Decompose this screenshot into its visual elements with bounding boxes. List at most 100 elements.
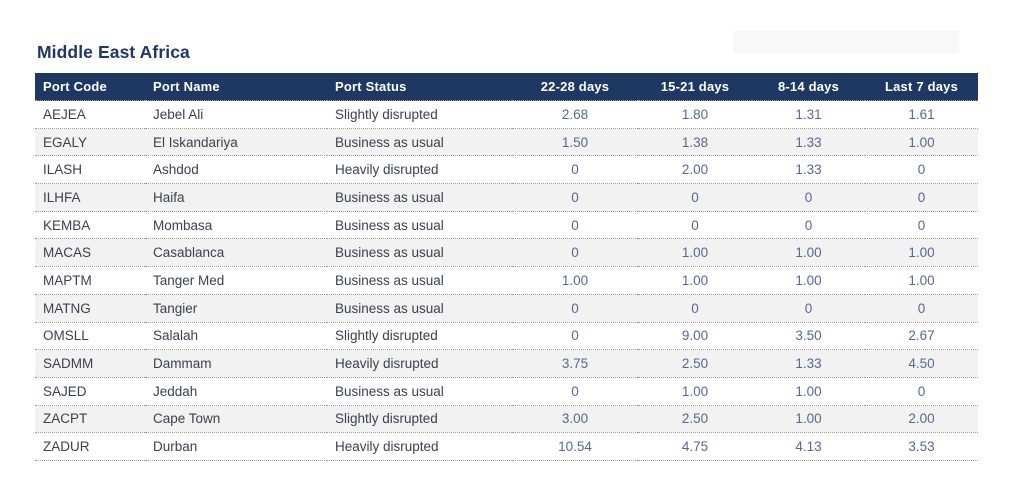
cell-22-28-days: 0 — [512, 322, 638, 351]
cell-last-7-days: 3.53 — [865, 432, 978, 461]
cell-8-14-days: 1.00 — [752, 405, 865, 434]
cell-last-7-days: 1.61 — [865, 100, 978, 129]
cell-port-code: ZACPT — [35, 405, 145, 434]
column-header-15-21-days[interactable]: 15-21 days — [638, 73, 752, 101]
cell-port-status: Business as usual — [327, 294, 512, 323]
table-row[interactable]: ZACPT Cape Town Slightly disrupted 3.00 … — [35, 405, 978, 434]
cell-8-14-days: 1.33 — [752, 128, 865, 157]
cell-15-21-days: 0 — [638, 211, 752, 240]
cell-last-7-days: 0 — [865, 183, 978, 212]
cell-port-code: SAJED — [35, 377, 145, 406]
cell-15-21-days: 1.38 — [638, 128, 752, 157]
table-row[interactable]: ILHFA Haifa Business as usual 0 0 0 0 — [35, 183, 978, 212]
cell-port-code: ILASH — [35, 155, 145, 185]
cell-port-name: Jebel Ali — [145, 100, 327, 129]
column-header-port-status[interactable]: Port Status — [327, 73, 512, 101]
port-table: Port Code Port Name Port Status 22-28 da… — [35, 73, 978, 461]
cell-port-status: Heavily disrupted — [327, 432, 512, 461]
cell-8-14-days: 1.33 — [752, 155, 865, 185]
cell-last-7-days: 1.00 — [865, 266, 978, 295]
header-control-placeholder — [733, 31, 959, 53]
cell-port-code: KEMBA — [35, 211, 145, 240]
cell-port-code: MATNG — [35, 294, 145, 323]
cell-8-14-days: 1.00 — [752, 238, 865, 268]
cell-port-name: Tangier — [145, 294, 327, 323]
cell-last-7-days: 0 — [865, 155, 978, 185]
cell-8-14-days: 1.00 — [752, 377, 865, 406]
cell-last-7-days: 0 — [865, 211, 978, 240]
cell-8-14-days: 0 — [752, 294, 865, 323]
cell-port-code: EGALY — [35, 128, 145, 157]
table-row[interactable]: ZADUR Durban Heavily disrupted 10.54 4.7… — [35, 432, 978, 461]
cell-15-21-days: 0 — [638, 183, 752, 212]
cell-8-14-days: 3.50 — [752, 322, 865, 351]
cell-port-status: Business as usual — [327, 377, 512, 406]
cell-port-code: OMSLL — [35, 322, 145, 351]
cell-22-28-days: 1.50 — [512, 128, 638, 157]
cell-port-status: Slightly disrupted — [327, 322, 512, 351]
cell-port-name: Mombasa — [145, 211, 327, 240]
cell-port-name: Ashdod — [145, 155, 327, 185]
cell-port-name: Casablanca — [145, 238, 327, 268]
table-row[interactable]: MAPTM Tanger Med Business as usual 1.00 … — [35, 266, 978, 295]
cell-port-code: ILHFA — [35, 183, 145, 212]
port-table-container: Port Code Port Name Port Status 22-28 da… — [35, 73, 978, 461]
cell-22-28-days: 3.00 — [512, 405, 638, 434]
table-row[interactable]: OMSLL Salalah Slightly disrupted 0 9.00 … — [35, 322, 978, 351]
cell-port-name: Dammam — [145, 349, 327, 378]
table-row[interactable]: MATNG Tangier Business as usual 0 0 0 0 — [35, 294, 978, 323]
table-header-row: Port Code Port Name Port Status 22-28 da… — [35, 73, 978, 101]
port-table-body: AEJEA Jebel Ali Slightly disrupted 2.68 … — [35, 100, 978, 461]
cell-15-21-days: 2.50 — [638, 405, 752, 434]
cell-port-status: Heavily disrupted — [327, 155, 512, 185]
cell-15-21-days: 0 — [638, 294, 752, 323]
column-header-port-code[interactable]: Port Code — [35, 73, 145, 101]
table-row[interactable]: KEMBA Mombasa Business as usual 0 0 0 0 — [35, 211, 978, 240]
cell-15-21-days: 1.00 — [638, 238, 752, 268]
cell-port-name: Cape Town — [145, 405, 327, 434]
cell-last-7-days: 0 — [865, 377, 978, 406]
table-row[interactable]: SADMM Dammam Heavily disrupted 3.75 2.50… — [35, 349, 978, 378]
cell-port-name: Haifa — [145, 183, 327, 212]
cell-port-status: Business as usual — [327, 128, 512, 157]
cell-port-name: Salalah — [145, 322, 327, 351]
cell-port-status: Business as usual — [327, 266, 512, 295]
cell-15-21-days: 2.00 — [638, 155, 752, 185]
cell-port-name: El Iskandariya — [145, 128, 327, 157]
page-title: Middle East Africa — [37, 42, 190, 62]
column-header-port-name[interactable]: Port Name — [145, 73, 327, 101]
cell-15-21-days: 2.50 — [638, 349, 752, 378]
cell-port-name: Tanger Med — [145, 266, 327, 295]
cell-last-7-days: 0 — [865, 294, 978, 323]
cell-port-name: Durban — [145, 432, 327, 461]
cell-15-21-days: 4.75 — [638, 432, 752, 461]
cell-22-28-days: 2.68 — [512, 100, 638, 129]
cell-22-28-days: 10.54 — [512, 432, 638, 461]
cell-port-code: AEJEA — [35, 100, 145, 129]
cell-last-7-days: 4.50 — [865, 349, 978, 378]
column-header-last-7-days[interactable]: Last 7 days — [865, 73, 978, 101]
cell-port-code: ZADUR — [35, 432, 145, 461]
cell-15-21-days: 1.80 — [638, 100, 752, 129]
cell-last-7-days: 1.00 — [865, 238, 978, 268]
column-header-22-28-days[interactable]: 22-28 days — [512, 73, 638, 101]
table-row[interactable]: EGALY El Iskandariya Business as usual 1… — [35, 128, 978, 157]
cell-22-28-days: 0 — [512, 377, 638, 406]
table-row[interactable]: ILASH Ashdod Heavily disrupted 0 2.00 1.… — [35, 155, 978, 185]
table-row[interactable]: SAJED Jeddah Business as usual 0 1.00 1.… — [35, 377, 978, 406]
cell-port-status: Heavily disrupted — [327, 349, 512, 378]
cell-22-28-days: 3.75 — [512, 349, 638, 378]
table-row[interactable]: MACAS Casablanca Business as usual 0 1.0… — [35, 238, 978, 268]
table-row[interactable]: AEJEA Jebel Ali Slightly disrupted 2.68 … — [35, 100, 978, 129]
cell-port-status: Slightly disrupted — [327, 405, 512, 434]
cell-8-14-days: 1.33 — [752, 349, 865, 378]
cell-8-14-days: 4.13 — [752, 432, 865, 461]
cell-last-7-days: 1.00 — [865, 128, 978, 157]
cell-last-7-days: 2.00 — [865, 405, 978, 434]
cell-last-7-days: 2.67 — [865, 322, 978, 351]
column-header-8-14-days[interactable]: 8-14 days — [752, 73, 865, 101]
cell-22-28-days: 1.00 — [512, 266, 638, 295]
cell-22-28-days: 0 — [512, 294, 638, 323]
cell-8-14-days: 0 — [752, 183, 865, 212]
